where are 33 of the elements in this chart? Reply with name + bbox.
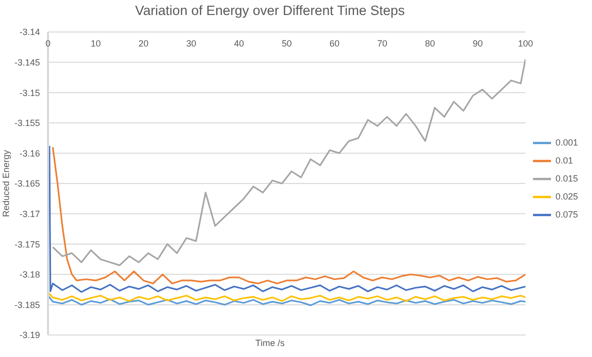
x-tick-label: 90 <box>472 38 483 48</box>
y-tick-label: -3.175 <box>14 239 40 250</box>
legend-label: 0.025 <box>555 190 578 201</box>
x-tick-label: 100 <box>518 38 533 48</box>
legend-label: 0.01 <box>555 154 573 165</box>
y-tick-label: -3.17 <box>19 208 40 219</box>
legend-label: 0.001 <box>555 136 578 147</box>
y-axis-title: Reduced Energy <box>1 149 12 218</box>
line-series <box>48 292 526 302</box>
x-tick-label: 30 <box>186 38 196 48</box>
x-axis-title: Time /s <box>255 338 285 348</box>
line-series <box>48 294 526 306</box>
legend-label: 0.015 <box>555 172 578 183</box>
x-tick-label: 0 <box>45 38 51 48</box>
y-tick-label: -3.15 <box>19 88 40 98</box>
y-tick-label: -3.145 <box>14 57 40 68</box>
x-tick-label: 80 <box>424 38 435 48</box>
y-tick-label: -3.18 <box>19 270 40 280</box>
legend-label: 0.075 <box>555 208 578 219</box>
line-series <box>52 58 526 266</box>
y-tick-label: -3.16 <box>19 148 40 158</box>
chart-title: Variation of Energy over Different Time Steps <box>134 3 406 18</box>
x-tick-label: 40 <box>234 38 244 48</box>
x-tick-label: 70 <box>377 38 388 48</box>
y-tick-label: -3.165 <box>14 178 40 189</box>
y-tick-label: -3.14 <box>19 27 40 38</box>
y-tick-label: -3.19 <box>19 330 40 340</box>
x-tick-label: 50 <box>282 38 292 48</box>
y-tick-label: -3.155 <box>14 118 40 128</box>
x-tick-label: 60 <box>329 38 340 48</box>
x-tick-label: 20 <box>138 38 148 48</box>
y-tick-label: -3.185 <box>14 300 40 310</box>
x-tick-label: 10 <box>90 38 101 48</box>
